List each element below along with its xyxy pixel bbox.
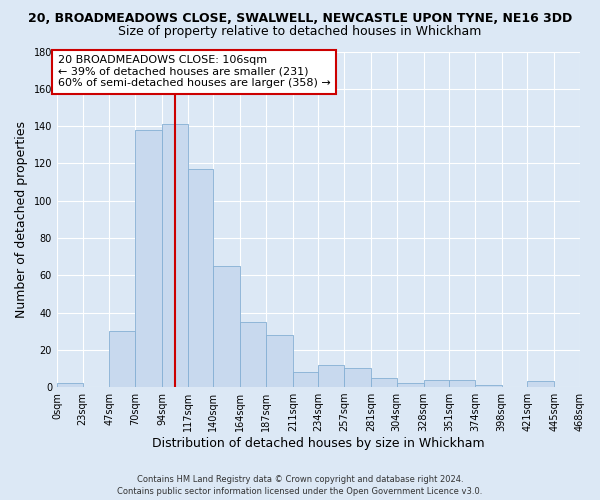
X-axis label: Distribution of detached houses by size in Whickham: Distribution of detached houses by size … [152,437,485,450]
Bar [344,368,371,387]
Bar [397,384,424,387]
Bar [240,322,266,387]
Text: 20 BROADMEADOWS CLOSE: 106sqm
← 39% of detached houses are smaller (231)
60% of : 20 BROADMEADOWS CLOSE: 106sqm ← 39% of d… [58,55,331,88]
Bar [109,331,135,387]
Bar [135,130,162,387]
Y-axis label: Number of detached properties: Number of detached properties [15,121,28,318]
Bar [527,382,554,387]
Bar [57,384,83,387]
Text: Size of property relative to detached houses in Whickham: Size of property relative to detached ho… [118,25,482,38]
Text: Contains HM Land Registry data © Crown copyright and database right 2024.
Contai: Contains HM Land Registry data © Crown c… [118,474,482,496]
Bar [162,124,188,387]
Bar [319,364,344,387]
Bar [371,378,397,387]
Bar [293,372,319,387]
Bar [266,335,293,387]
Bar [424,380,449,387]
Text: 20, BROADMEADOWS CLOSE, SWALWELL, NEWCASTLE UPON TYNE, NE16 3DD: 20, BROADMEADOWS CLOSE, SWALWELL, NEWCAS… [28,12,572,26]
Bar [475,385,502,387]
Bar [214,266,240,387]
Bar [449,380,475,387]
Bar [188,169,214,387]
